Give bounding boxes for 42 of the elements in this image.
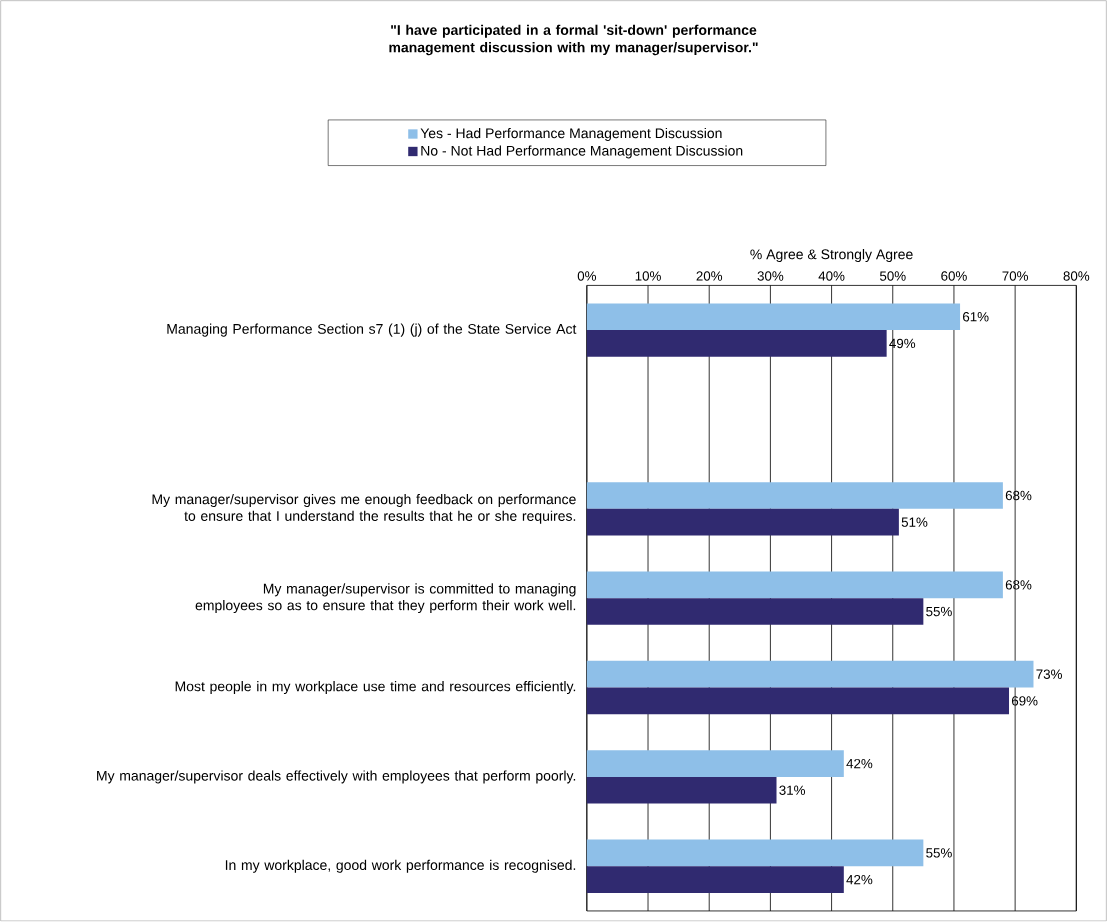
data-label: 61%	[963, 312, 989, 322]
bar	[586, 509, 899, 536]
x-tick-label: 10%	[635, 271, 661, 281]
x-tick-label: 0%	[577, 271, 597, 281]
bar	[586, 330, 887, 357]
x-tick-label: 30%	[757, 271, 784, 281]
bar	[586, 482, 1003, 510]
y-tick-label: My manager/supervisor deals effectively with employees that perform poorly.	[97, 770, 576, 784]
data-label: 55%	[926, 607, 952, 617]
legend-label: Yes - Had Performance Management Discussion	[420, 128, 722, 142]
y-tick-label: My manager/supervisor gives me enough feedback on performance to ensure that I understand the results that he or she requires.	[152, 494, 576, 524]
data-label: 55%	[926, 848, 952, 858]
y-tick-label: In my workplace, good work performance is recognised.	[225, 859, 576, 873]
bar	[586, 750, 844, 778]
data-label: 42%	[846, 875, 873, 885]
x-tick-label: 60%	[941, 271, 967, 281]
data-label: 51%	[901, 517, 928, 528]
x-tick-label: 50%	[879, 271, 906, 281]
x-tick-label: 40%	[818, 271, 845, 281]
bar	[586, 777, 777, 804]
y-tick-label: Managing Performance Section s7 (1) (j) of the State Service Act	[167, 323, 577, 337]
x-tick-label: 20%	[696, 271, 723, 281]
bar	[586, 661, 1034, 688]
data-label: 68%	[1005, 580, 1032, 590]
x-tick-label: 70%	[1002, 271, 1029, 281]
y-tick-label: My manager/supervisor is committed to managing employees so as to ensure that they perform their work well.	[195, 583, 576, 614]
bar	[586, 866, 844, 894]
data-label: 68%	[1005, 490, 1032, 501]
data-label: 31%	[779, 785, 806, 796]
data-label: 69%	[1011, 696, 1038, 706]
bar	[586, 598, 924, 626]
legend-label: No - Not Had Performance Management Discussion	[421, 145, 743, 159]
data-label: 73%	[1036, 669, 1062, 680]
x-axis-title: % Agree & Strongly Agree	[750, 249, 913, 263]
bar	[586, 571, 1003, 599]
y-tick-label: Most people in my workplace use time and resources efficiently.	[175, 681, 576, 695]
bar	[586, 839, 924, 867]
chart-title: "I have participated in a formal 'sit-down' performance management discussion with my manager/supervisor."	[389, 24, 758, 56]
bar	[586, 303, 961, 331]
bar	[586, 687, 1010, 715]
data-label: 42%	[846, 759, 873, 769]
x-tick-label: 80%	[1063, 271, 1090, 281]
